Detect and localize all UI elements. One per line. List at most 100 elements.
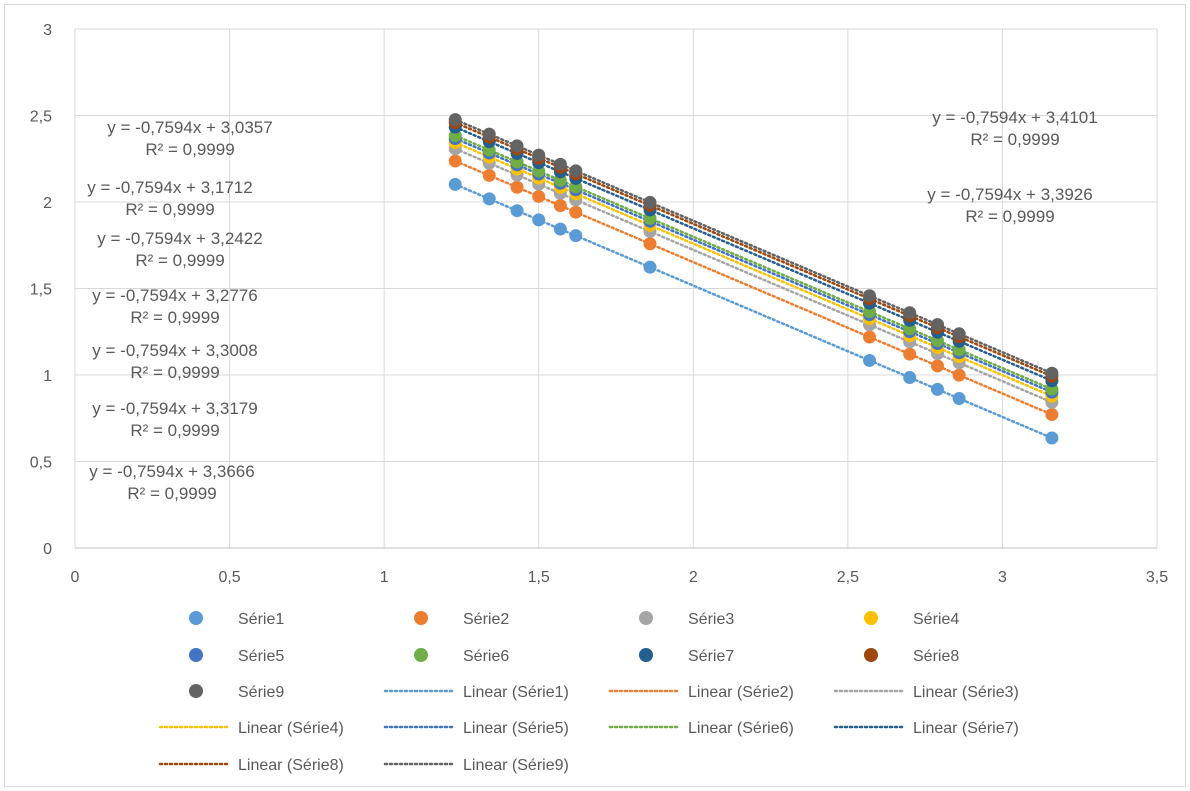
legend-marker bbox=[414, 611, 428, 625]
data-point-serie1 bbox=[931, 382, 945, 396]
data-point-serie2 bbox=[931, 359, 945, 373]
x-tick-label: 3 bbox=[998, 569, 1007, 586]
legend-label: Linear (Série4) bbox=[238, 720, 344, 737]
legend-label: Série3 bbox=[688, 611, 734, 628]
data-point-serie1 bbox=[532, 213, 546, 227]
legend-label: Série4 bbox=[913, 611, 959, 628]
legend-label: Série5 bbox=[238, 648, 284, 665]
data-point-serie2 bbox=[482, 168, 496, 182]
trendline-r2: R² = 0,9999 bbox=[965, 207, 1054, 226]
y-tick-label: 0,5 bbox=[30, 455, 52, 472]
trendline-equation: y = -0,7594x + 3,4101 bbox=[932, 108, 1097, 127]
data-point-serie2 bbox=[569, 205, 583, 219]
data-point-serie9 bbox=[1045, 366, 1059, 380]
x-tick-label: 1,5 bbox=[528, 569, 550, 586]
trendline-r2: R² = 0,9999 bbox=[135, 251, 224, 270]
trendline-r2: R² = 0,9999 bbox=[145, 140, 234, 159]
legend-marker bbox=[639, 648, 653, 662]
data-point-serie1 bbox=[862, 353, 876, 367]
legend-label: Linear (Série8) bbox=[238, 757, 344, 774]
data-point-serie1 bbox=[643, 260, 657, 274]
legend-label: Linear (Série2) bbox=[688, 684, 794, 701]
trendlines bbox=[453, 118, 1054, 440]
data-point-serie1 bbox=[448, 177, 462, 191]
legend-label: Linear (Série1) bbox=[463, 684, 569, 701]
x-tick-label: 0,5 bbox=[218, 569, 240, 586]
trendline-equation: y = -0,7594x + 3,3179 bbox=[92, 399, 257, 418]
y-tick-label: 0 bbox=[43, 541, 52, 558]
legend-marker bbox=[864, 648, 878, 662]
data-point-serie9 bbox=[862, 289, 876, 303]
trendline-equation: y = -0,7594x + 3,3666 bbox=[89, 462, 254, 481]
trendline-r2: R² = 0,9999 bbox=[127, 484, 216, 503]
data-point-serie1 bbox=[1045, 431, 1059, 445]
legend-label: Série7 bbox=[688, 648, 734, 665]
trendline-labels: y = -0,7594x + 3,0357 R² = 0,9999 y = -0,7… bbox=[87, 108, 1097, 503]
y-tick-label: 3 bbox=[43, 22, 52, 39]
data-point-serie9 bbox=[903, 306, 917, 320]
legend-label: Linear (Série6) bbox=[688, 720, 794, 737]
legend-marker bbox=[414, 648, 428, 662]
y-tick-label: 1,5 bbox=[30, 282, 52, 299]
y-tick-label: 1 bbox=[43, 368, 52, 385]
legend-marker bbox=[639, 611, 653, 625]
data-point-serie1 bbox=[510, 204, 524, 218]
trendline-equation: y = -0,7594x + 3,3926 bbox=[927, 185, 1092, 204]
data-point-serie2 bbox=[862, 330, 876, 344]
y-tick-label: 2,5 bbox=[30, 109, 52, 126]
data-point-serie1 bbox=[569, 229, 583, 243]
x-tick-label: 3,5 bbox=[1146, 569, 1168, 586]
x-tick-label: 2,5 bbox=[837, 569, 859, 586]
legend-label: Linear (Série9) bbox=[463, 757, 569, 774]
x-tick-label: 0 bbox=[71, 569, 80, 586]
data-point-serie2 bbox=[532, 189, 546, 203]
data-point-serie2 bbox=[448, 154, 462, 168]
trendline-equation: y = -0,7594x + 3,2422 bbox=[97, 229, 262, 248]
legend-label: Linear (Série5) bbox=[463, 720, 569, 737]
y-tick-label: 2 bbox=[43, 195, 52, 212]
data-point-serie9 bbox=[482, 127, 496, 141]
data-point-serie9 bbox=[532, 148, 546, 162]
legend-label: Linear (Série7) bbox=[913, 720, 1019, 737]
data-point-serie9 bbox=[952, 327, 966, 341]
data-point-serie2 bbox=[1045, 408, 1059, 422]
trendline-r2: R² = 0,9999 bbox=[130, 363, 219, 382]
trendline-equation: y = -0,7594x + 3,3008 bbox=[92, 341, 257, 360]
legend: Série1 Série2 Série3 Série4 Série5 Série6 Séri… bbox=[158, 611, 1019, 774]
data-point-serie2 bbox=[510, 180, 524, 194]
trendline-equation: y = -0,7594x + 3,0357 bbox=[107, 118, 272, 137]
trendline-equation: y = -0,7594x + 3,2776 bbox=[92, 286, 257, 305]
trendline-r2: R² = 0,9999 bbox=[130, 308, 219, 327]
data-point-serie9 bbox=[643, 195, 657, 209]
legend-marker bbox=[189, 684, 203, 698]
data-points bbox=[448, 113, 1059, 445]
data-point-serie9 bbox=[569, 164, 583, 178]
data-point-serie9 bbox=[448, 113, 462, 127]
data-point-serie2 bbox=[903, 347, 917, 361]
data-point-serie9 bbox=[510, 139, 524, 153]
trendline-equation: y = -0,7594x + 3,1712 bbox=[87, 178, 252, 197]
legend-label: Série1 bbox=[238, 611, 284, 628]
legend-label: Linear (Série3) bbox=[913, 684, 1019, 701]
data-point-serie1 bbox=[482, 192, 496, 206]
data-point-serie2 bbox=[553, 199, 567, 213]
data-point-serie2 bbox=[643, 237, 657, 251]
legend-label: Série6 bbox=[463, 648, 509, 665]
legend-marker bbox=[189, 648, 203, 662]
axes: 0 0,5 1 1,5 2 2,5 3 3,5 0 0,5 1 1,5 2 2,5 3 bbox=[30, 22, 1168, 586]
data-point-serie9 bbox=[931, 318, 945, 332]
trendline-r2: R² = 0,9999 bbox=[125, 200, 214, 219]
trendline-r2: R² = 0,9999 bbox=[130, 421, 219, 440]
legend-label: Série2 bbox=[463, 611, 509, 628]
data-point-serie2 bbox=[952, 368, 966, 382]
data-point-serie1 bbox=[952, 392, 966, 406]
legend-marker bbox=[864, 611, 878, 625]
x-tick-label: 1 bbox=[380, 569, 389, 586]
x-tick-label: 2 bbox=[689, 569, 698, 586]
trendline-r2: R² = 0,9999 bbox=[970, 130, 1059, 149]
data-point-serie9 bbox=[553, 157, 567, 171]
legend-label: Série8 bbox=[913, 648, 959, 665]
legend-label: Série9 bbox=[238, 684, 284, 701]
data-point-serie1 bbox=[553, 222, 567, 236]
